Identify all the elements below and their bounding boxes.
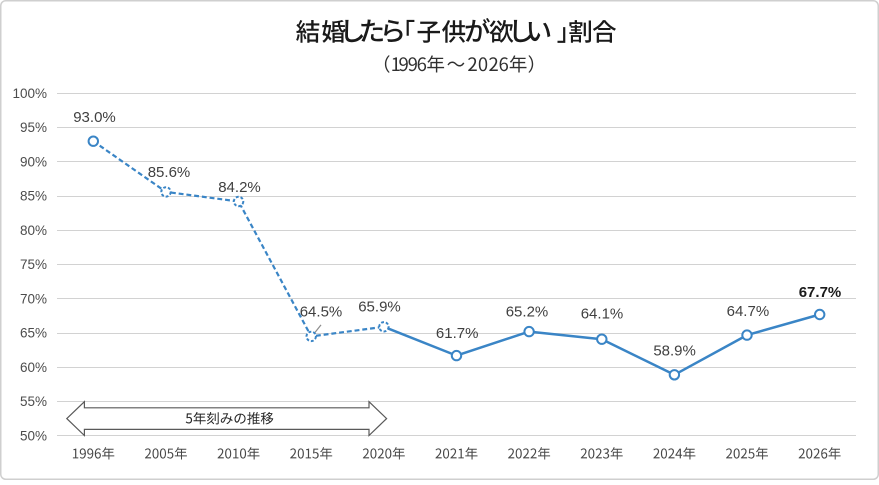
svg-text:55%: 55% <box>20 394 47 409</box>
svg-text:93.0%: 93.0% <box>73 109 116 126</box>
svg-text:90%: 90% <box>20 154 47 169</box>
svg-text:70%: 70% <box>20 291 47 306</box>
svg-text:64.1%: 64.1% <box>581 306 624 323</box>
svg-text:65.9%: 65.9% <box>358 299 401 316</box>
svg-text:65.2%: 65.2% <box>506 304 549 321</box>
svg-text:95%: 95% <box>20 120 47 135</box>
svg-text:64.5%: 64.5% <box>300 304 343 321</box>
svg-text:64.7%: 64.7% <box>727 303 770 320</box>
svg-text:61.7%: 61.7% <box>436 325 479 342</box>
svg-text:75%: 75% <box>20 257 47 272</box>
svg-text:85.6%: 85.6% <box>148 164 191 181</box>
svg-text:80%: 80% <box>20 223 47 238</box>
svg-text:100%: 100% <box>12 86 47 101</box>
svg-text:65%: 65% <box>20 326 47 341</box>
svg-text:58.9%: 58.9% <box>653 343 696 360</box>
svg-text:60%: 60% <box>20 360 47 375</box>
svg-text:84.2%: 84.2% <box>218 179 261 196</box>
svg-text:67.7%: 67.7% <box>799 284 842 301</box>
svg-text:85%: 85% <box>20 189 47 204</box>
svg-text:50%: 50% <box>20 428 47 443</box>
